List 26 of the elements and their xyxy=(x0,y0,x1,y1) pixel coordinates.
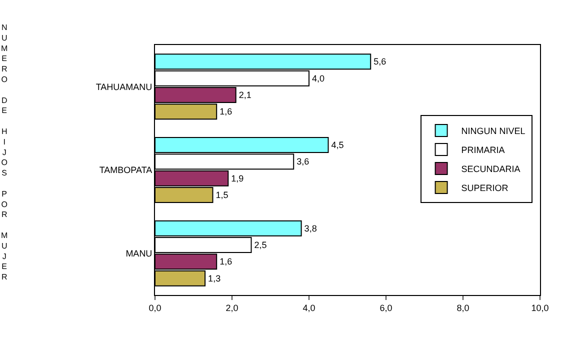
x-tick-label: 4,0 xyxy=(302,302,316,313)
y-tick-label: TAMBOPATA xyxy=(99,165,152,176)
x-tick-label: 8,0 xyxy=(456,302,470,313)
x-tick-label: 6,0 xyxy=(380,302,392,313)
data-label: 3,8 xyxy=(304,223,317,234)
data-label: 5,6 xyxy=(374,56,386,67)
legend-label: NINGUN NIVEL xyxy=(461,126,526,136)
data-label: 1,3 xyxy=(208,273,221,284)
x-tick-label: 10,0 xyxy=(531,302,549,313)
data-label: 1,5 xyxy=(216,190,228,200)
text: NUMERO DE HIJOS POR MUJER xyxy=(1,23,8,282)
data-label: 1,6 xyxy=(220,106,232,117)
data-label: 2,5 xyxy=(254,240,267,250)
y-tick-label: MANU xyxy=(126,248,152,258)
legend-label: SECUNDARIA xyxy=(461,164,520,174)
data-label: 1,9 xyxy=(231,173,244,184)
y-tick-label: TAHUAMANU xyxy=(96,82,152,92)
data-label: 4,5 xyxy=(331,140,344,150)
x-tick-label: 0,0 xyxy=(148,302,162,313)
data-label: 2,1 xyxy=(238,90,252,100)
data-label: 1,6 xyxy=(220,256,232,267)
data-label: 3,6 xyxy=(296,156,310,167)
x-tick-label: 2,0 xyxy=(226,302,238,313)
legend-label: PRIMARIA xyxy=(461,145,505,156)
legend-label: SUPERIOR xyxy=(461,183,509,194)
data-label: 4,0 xyxy=(312,73,325,84)
